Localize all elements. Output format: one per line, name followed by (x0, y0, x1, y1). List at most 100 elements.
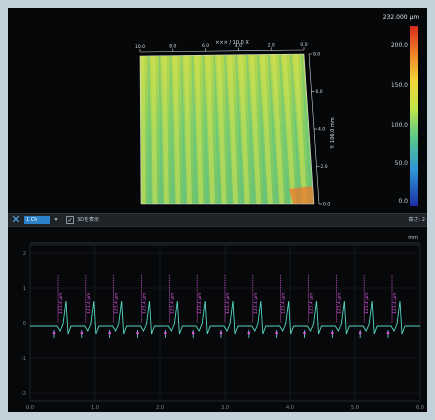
surface-valley (267, 54, 278, 204)
marker-point (386, 331, 390, 335)
show-3d-checkbox[interactable]: ✓ (66, 216, 74, 224)
x-axis-title: ××× / 10.0 X (215, 40, 249, 46)
y-tick-label: 0 (23, 321, 26, 327)
y-tick-label: 0.0 (323, 202, 330, 208)
colorbar (410, 26, 418, 206)
y-tick-label: 6.0 (316, 89, 323, 95)
x-tick-label: 3.0 (221, 405, 229, 411)
surface-valley (169, 55, 174, 204)
surface-valley (278, 54, 290, 204)
colorbar-max-label: 232.000 µm (382, 14, 420, 21)
peak-label: 123.4 µm (364, 292, 370, 314)
close-icon[interactable]: ✕ (11, 213, 21, 226)
x-tick-label: 8.0 (169, 44, 176, 50)
peak-label: 123.4 µm (114, 292, 120, 314)
profile-line (30, 300, 420, 335)
surface-ridge (249, 54, 262, 204)
x-tick-label: 10.0 (135, 44, 145, 50)
x-axis-line (139, 49, 305, 53)
y-axis-title: Y: 106.0 mm (330, 117, 336, 149)
3d-view[interactable]: 0.0 2.0 4.0 6.0 8.0 10.0 0.0 2.0 4.0 6.0 8.0 ××× / … (8, 8, 427, 213)
marker-point (108, 331, 111, 335)
peak-label: 123.4 µm (309, 292, 315, 314)
surface-ridge (238, 54, 250, 204)
profile-toolbar: ✕ 1 Ch ▾ ✓ 3Dを表示 高さ: 2 (8, 213, 427, 227)
y-tick-label: 8.0 (313, 52, 320, 58)
peak-label: 123.4 µm (58, 292, 64, 314)
chevron-down-icon[interactable]: ▾ (54, 216, 58, 223)
surface-ridge (282, 54, 296, 205)
marker-point (80, 331, 84, 335)
profile-plot[interactable]: 0.0 1.0 2.0 3.0 4.0 5.0 6.0 2 1 0 -1 -2 mm 123.4 µm 12… (8, 227, 427, 412)
surface-ridge (227, 54, 239, 204)
colorbar-tick: 200.0 (390, 42, 408, 49)
marker-point (191, 331, 195, 335)
channel-select[interactable]: 1 Ch (24, 216, 50, 224)
surface-valley (300, 54, 313, 205)
y-unit-label: mm (408, 235, 418, 241)
x-tick-label: 2.0 (268, 42, 275, 48)
surface-ridge (260, 54, 273, 205)
marker-point (331, 331, 334, 335)
peak-label: 123.4 µm (392, 292, 398, 314)
marker-point (136, 331, 139, 335)
3d-surface-plot[interactable]: 0.0 2.0 4.0 6.0 8.0 10.0 0.0 2.0 4.0 6.0 8.0 ××× / … (8, 8, 383, 213)
x-tick-label: 6.0 (416, 405, 424, 411)
surface-ridge (293, 54, 308, 204)
peak-label: 123.4 µm (169, 292, 175, 314)
x-tick-label: 4.0 (235, 43, 242, 49)
colorbar-tick: 0.0 (398, 198, 408, 205)
surface-valley (246, 54, 255, 204)
peak-label: 123.4 µm (225, 292, 231, 314)
peak-label: 123.4 µm (253, 292, 259, 314)
surface-valley (213, 55, 221, 205)
show-3d-label: 3Dを表示 (77, 217, 100, 223)
marker-point (275, 331, 278, 335)
surface-valley (158, 55, 163, 204)
surface-valley (224, 54, 232, 205)
x-tick-label: 2.0 (156, 405, 164, 411)
surface-ridge (205, 55, 216, 205)
surface-ridge (161, 55, 169, 204)
x-tick-label: 6.0 (202, 43, 209, 49)
surface-ridge (271, 54, 285, 205)
surface-ridge (194, 55, 204, 205)
surface-outline (139, 53, 315, 205)
marker-point (52, 331, 56, 335)
surface-valley (147, 55, 151, 205)
surface-ridge (216, 55, 227, 204)
profile-chart[interactable]: 0.0 1.0 2.0 3.0 4.0 5.0 6.0 2 1 0 -1 -2 mm 123.4 µm 12… (8, 227, 427, 412)
x-tick-label: 5.0 (351, 405, 359, 411)
y-tick-label: -1 (21, 356, 26, 362)
surface-ridge (172, 55, 181, 204)
surface-valley (202, 55, 209, 205)
surface-ridge (150, 55, 158, 204)
y-tick-label: 4.0 (318, 127, 325, 133)
colorbar-tick: 150.0 (390, 82, 408, 89)
y-tick-label: 1 (23, 286, 26, 292)
peak-label: 123.4 µm (86, 292, 92, 314)
colorbar-tick: 100.0 (390, 122, 408, 129)
height-readout: 高さ: 2 (408, 217, 425, 223)
marker-point (247, 331, 251, 335)
y-tick-label: -2 (21, 391, 26, 397)
y-tick-label: 2 (23, 251, 26, 257)
marker-point (303, 331, 306, 335)
peak-label: 123.4 µm (336, 292, 342, 314)
x-tick-label: 0.0 (26, 405, 34, 411)
x-tick-label: 1.0 (91, 405, 99, 411)
peak-label: 123.4 µm (142, 292, 148, 314)
x-tick-label: 0.0 (300, 42, 307, 48)
colorbar-tick: 50.0 (394, 160, 408, 167)
surface-valley (191, 55, 198, 204)
surface-valley (289, 54, 301, 204)
peak-label: 123.4 µm (281, 292, 287, 314)
app-window: 0.0 2.0 4.0 6.0 8.0 10.0 0.0 2.0 4.0 6.0 8.0 ××× / … (8, 8, 427, 412)
surface-valley (256, 54, 267, 204)
surface-hot-corner (288, 186, 314, 204)
surface-valley (235, 54, 244, 205)
surface-ridge (183, 55, 192, 204)
marker-point (164, 331, 167, 335)
x-tick-label: 4.0 (286, 405, 294, 411)
peak-label: 123.4 µm (197, 292, 203, 314)
